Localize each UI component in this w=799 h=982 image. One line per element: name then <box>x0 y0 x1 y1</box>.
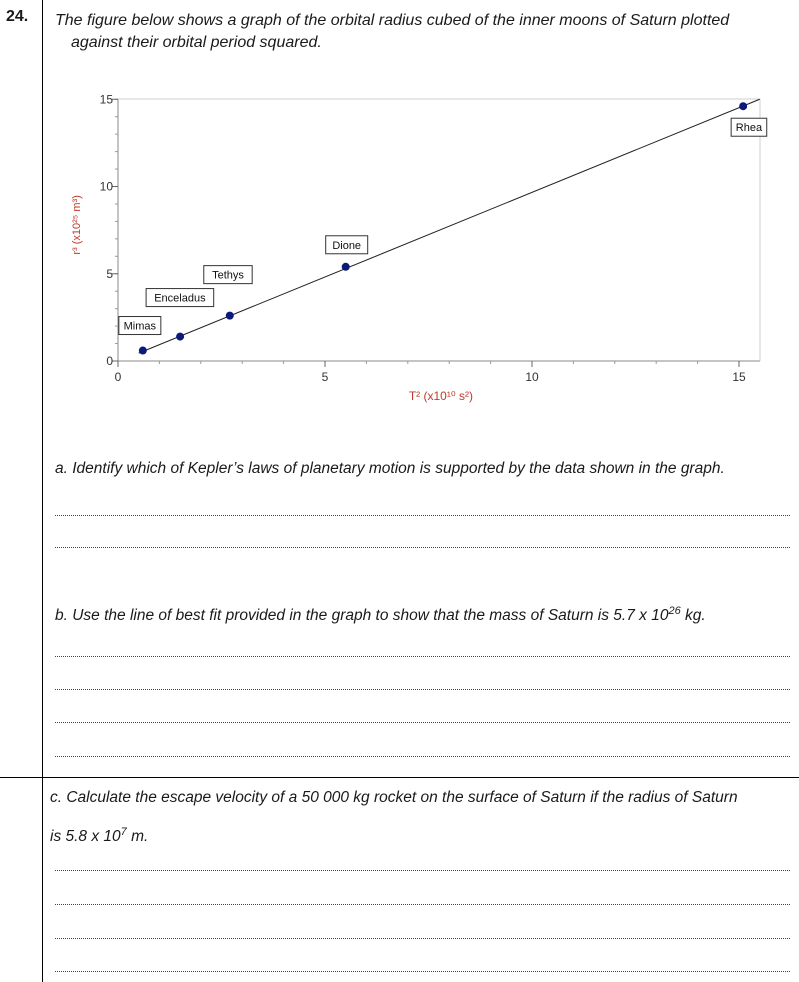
answer-line[interactable] <box>55 971 790 972</box>
point-label-box <box>730 117 768 137</box>
part-c-line-2-post: m. <box>126 828 149 846</box>
y-tick-label: 5 <box>106 267 113 281</box>
y-axis-label: r³ (x10²⁵ m³) <box>71 195 83 255</box>
point-label: Enceladus <box>154 293 206 305</box>
kepler-chart: 0 5 10 15 0 5 10 15 Mimas Enceladus Tethys Dione Rh… <box>71 92 768 403</box>
answer-line[interactable] <box>55 756 790 757</box>
section-divider <box>0 777 799 778</box>
x-tick-label: 0 <box>115 370 122 384</box>
part-b-pre: b. Use the line of best fit provided in … <box>55 607 669 625</box>
chart-axes <box>117 98 761 362</box>
data-point-mimas <box>138 346 147 355</box>
best-fit-line <box>138 98 760 354</box>
question-number: 24. <box>6 8 29 25</box>
chart-ticks: 0 5 10 15 0 5 10 15 <box>100 92 746 384</box>
point-label-box <box>203 265 253 285</box>
answer-line[interactable] <box>55 689 790 690</box>
x-tick-label: 15 <box>732 370 746 384</box>
part-c-exponent: 7 <box>120 826 127 838</box>
data-point-tethys <box>225 311 234 320</box>
point-label: Mimas <box>124 321 157 333</box>
part-b-text: b. Use the line of best fit provided in … <box>55 600 795 627</box>
answer-line[interactable] <box>55 904 790 905</box>
point-label: Dione <box>332 240 361 252</box>
intro-line-1: The figure below shows a graph of the or… <box>55 12 730 29</box>
chart-points <box>138 102 748 355</box>
question-intro: The figure below shows a graph of the or… <box>55 10 790 54</box>
y-tick-label: 0 <box>106 354 113 368</box>
x-axis-label: T² (x10¹⁰ s²) <box>409 389 473 403</box>
answer-line[interactable] <box>55 656 790 657</box>
x-tick-label: 10 <box>525 370 539 384</box>
margin-rule-lower <box>42 778 43 982</box>
part-b-exponent: 26 <box>668 605 681 617</box>
chart-point-labels: Mimas Enceladus Tethys Dione Rhea <box>118 117 768 336</box>
y-tick-label: 15 <box>100 92 114 106</box>
data-point-rhea <box>739 102 748 111</box>
point-label-box <box>118 316 162 336</box>
answer-line[interactable] <box>55 938 790 939</box>
margin-rule <box>42 0 43 778</box>
answer-line[interactable] <box>55 547 790 548</box>
data-point-enceladus <box>176 332 185 341</box>
part-c-line-1: c. Calculate the escape velocity of a 50… <box>50 789 738 806</box>
data-point-dione <box>341 262 350 271</box>
part-c-line-2-pre: is 5.8 x 10 <box>50 828 121 846</box>
answer-line[interactable] <box>55 722 790 723</box>
point-label: Tethys <box>212 270 244 282</box>
x-tick-label: 5 <box>322 370 329 384</box>
intro-line-2: against their orbital period squared. <box>71 34 322 51</box>
y-tick-label: 10 <box>100 180 114 194</box>
answer-line[interactable] <box>55 870 790 871</box>
answer-line[interactable] <box>55 515 790 516</box>
part-c-text: c. Calculate the escape velocity of a 50… <box>50 781 795 854</box>
point-label-box <box>145 288 215 308</box>
part-b-post: kg. <box>680 607 706 625</box>
point-label-box <box>325 235 369 255</box>
point-label: Rhea <box>736 122 763 134</box>
part-a-text: a. Identify which of Kepler’s laws of pl… <box>55 460 725 477</box>
